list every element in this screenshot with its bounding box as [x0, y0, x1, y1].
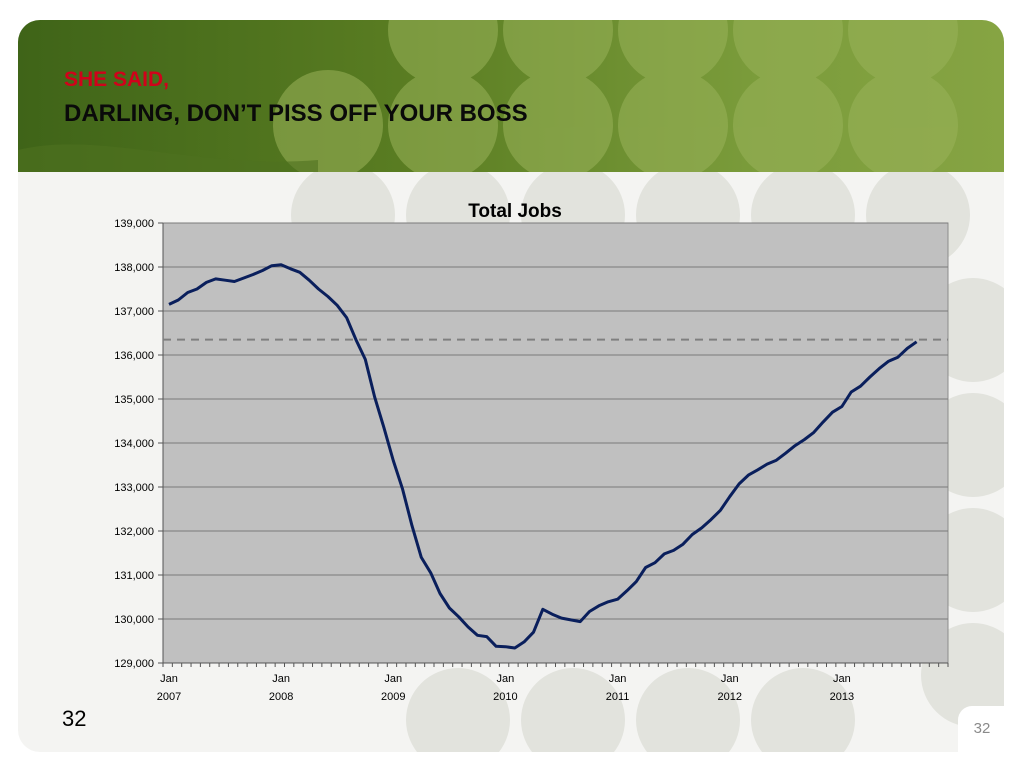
- x-tick-label-month: Jan: [609, 673, 627, 685]
- x-tick-label-year: 2009: [381, 691, 405, 703]
- x-tick-label-month: Jan: [833, 673, 851, 685]
- header-circles-decoration: [18, 20, 958, 172]
- slide-subtitle: SHE SAID,: [64, 68, 170, 91]
- y-axis: 129,000 130,000 131,000 132,000 133,000 134,0…: [114, 218, 163, 670]
- chart-title: Total Jobs: [468, 201, 562, 222]
- x-tick-label-year: 2012: [717, 691, 741, 703]
- y-tick-label: 132,000: [114, 526, 154, 538]
- y-tick-label: 130,000: [114, 614, 154, 626]
- y-tick-label: 138,000: [114, 262, 154, 274]
- x-axis: Jan 2007 Jan 2008 Jan 2009 Jan 2010 Jan 2011 Jan 20…: [157, 223, 949, 703]
- x-tick-label-month: Jan: [160, 673, 178, 685]
- x-tick-label-year: 2010: [493, 691, 517, 703]
- y-tick-label: 129,000: [114, 658, 154, 670]
- header-banner: SHE SAID, DARLING, DON’T PISS OFF YOUR B…: [18, 20, 1004, 172]
- x-tick-label-month: Jan: [384, 673, 402, 685]
- y-tick-label: 135,000: [114, 394, 154, 406]
- page-number-badge: 32: [958, 706, 1006, 752]
- x-tick-label-month: Jan: [272, 673, 290, 685]
- y-tick-label: 136,000: [114, 350, 154, 362]
- x-tick-label-month: Jan: [497, 673, 515, 685]
- gridlines: [163, 222, 948, 664]
- series-line-total-jobs: [168, 263, 918, 650]
- x-tick-label-year: 2013: [830, 691, 854, 703]
- slide-title: DARLING, DON’T PISS OFF YOUR BOSS: [64, 100, 528, 127]
- x-tick-label-year: 2008: [269, 691, 293, 703]
- page-number: 32: [62, 706, 87, 731]
- x-tick-label-year: 2007: [157, 691, 181, 703]
- y-tick-label: 134,000: [114, 438, 154, 450]
- y-tick-label: 137,000: [114, 306, 154, 318]
- y-tick-label: 131,000: [114, 570, 154, 582]
- x-tick-label-month: Jan: [721, 673, 739, 685]
- x-tick-label-year: 2011: [606, 691, 630, 703]
- y-tick-label: 133,000: [114, 482, 154, 494]
- y-tick-label: 139,000: [114, 218, 154, 230]
